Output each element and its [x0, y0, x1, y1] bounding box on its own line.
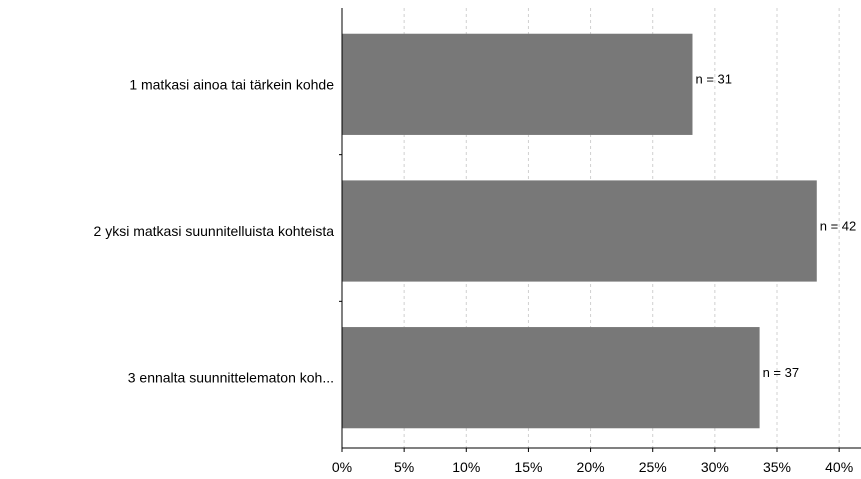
bar [342, 180, 817, 282]
x-tick-label: 20% [577, 459, 605, 475]
x-tick-label: 30% [701, 459, 729, 475]
category-label: 1 matkasi ainoa tai tärkein kohde [129, 76, 334, 92]
x-tick-label: 25% [639, 459, 667, 475]
bar [342, 327, 760, 429]
x-tick-label: 40% [825, 459, 853, 475]
labels: 0% 5% 10% 15% 20% 25% 30% 35% 40% 1 matkasi ainoa… [94, 72, 857, 475]
x-tick-label: 10% [452, 459, 480, 475]
category-label: 2 yksi matkasi suunnitelluista kohteista [94, 223, 335, 239]
x-tick-label: 15% [514, 459, 542, 475]
x-tick-label: 5% [394, 459, 414, 475]
data-label: n = 42 [820, 218, 857, 233]
x-tick-label: 35% [763, 459, 791, 475]
bars [342, 33, 817, 429]
axes [339, 8, 861, 452]
x-tick-label: 0% [332, 459, 352, 475]
bar [342, 33, 693, 135]
category-label: 3 ennalta suunnittelematon koh... [128, 370, 334, 386]
data-label: n = 37 [763, 365, 800, 380]
data-label: n = 31 [695, 72, 732, 87]
